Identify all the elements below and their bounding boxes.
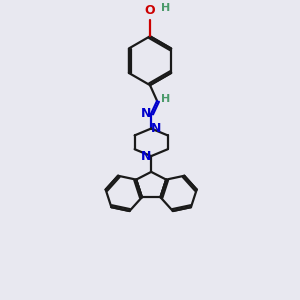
Text: H: H (161, 94, 170, 104)
Text: N: N (141, 107, 151, 120)
Text: N: N (151, 122, 161, 135)
Text: H: H (161, 3, 170, 13)
Text: N: N (141, 150, 152, 163)
Text: O: O (145, 4, 155, 16)
